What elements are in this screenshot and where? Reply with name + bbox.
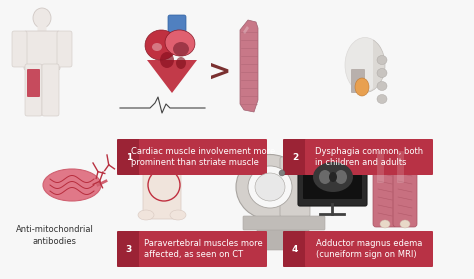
Ellipse shape <box>33 8 51 28</box>
FancyBboxPatch shape <box>343 34 373 90</box>
Text: Paravertebral muscles more
affected, as seen on CT: Paravertebral muscles more affected, as … <box>144 239 263 259</box>
Ellipse shape <box>313 162 353 192</box>
Ellipse shape <box>335 170 347 184</box>
FancyBboxPatch shape <box>139 231 267 267</box>
Ellipse shape <box>377 81 387 90</box>
Text: Adductor magnus edema
(cuneiform sign on MRI): Adductor magnus edema (cuneiform sign on… <box>316 239 422 259</box>
Text: >: > <box>208 58 232 86</box>
Ellipse shape <box>165 30 195 56</box>
Text: Anti-mitochondrial
antibodies: Anti-mitochondrial antibodies <box>16 225 94 246</box>
FancyBboxPatch shape <box>257 228 309 250</box>
Ellipse shape <box>43 169 101 201</box>
Text: Dysphagia common, both
in children and adults: Dysphagia common, both in children and a… <box>315 147 423 167</box>
FancyBboxPatch shape <box>305 231 433 267</box>
Ellipse shape <box>400 220 410 228</box>
Ellipse shape <box>329 172 337 182</box>
Text: 4: 4 <box>292 244 298 254</box>
FancyBboxPatch shape <box>377 151 384 183</box>
FancyBboxPatch shape <box>298 150 367 206</box>
FancyBboxPatch shape <box>25 64 42 116</box>
Ellipse shape <box>170 210 186 220</box>
FancyBboxPatch shape <box>393 141 417 227</box>
Ellipse shape <box>377 95 387 104</box>
FancyBboxPatch shape <box>57 31 72 67</box>
Ellipse shape <box>248 166 292 208</box>
FancyBboxPatch shape <box>397 151 404 183</box>
Ellipse shape <box>138 210 154 220</box>
FancyBboxPatch shape <box>168 15 186 39</box>
Ellipse shape <box>345 37 385 93</box>
FancyBboxPatch shape <box>24 31 60 70</box>
Ellipse shape <box>145 30 177 60</box>
FancyBboxPatch shape <box>143 145 181 219</box>
Text: 3: 3 <box>126 244 132 254</box>
Ellipse shape <box>160 52 174 68</box>
Text: Cardiac muscle involvement more
prominent than striate muscle: Cardiac muscle involvement more prominen… <box>131 147 275 167</box>
FancyBboxPatch shape <box>117 139 141 175</box>
Polygon shape <box>147 60 197 93</box>
Ellipse shape <box>377 69 387 78</box>
Ellipse shape <box>176 57 186 69</box>
FancyBboxPatch shape <box>283 139 307 175</box>
Polygon shape <box>243 26 249 34</box>
Ellipse shape <box>152 43 162 51</box>
Ellipse shape <box>255 173 285 201</box>
Circle shape <box>279 170 285 176</box>
FancyBboxPatch shape <box>373 141 397 227</box>
Ellipse shape <box>319 170 331 184</box>
Ellipse shape <box>380 220 390 228</box>
FancyBboxPatch shape <box>117 231 141 267</box>
FancyBboxPatch shape <box>283 231 307 267</box>
Ellipse shape <box>173 42 189 56</box>
FancyBboxPatch shape <box>303 155 362 199</box>
FancyBboxPatch shape <box>27 69 40 97</box>
Ellipse shape <box>377 56 387 64</box>
FancyBboxPatch shape <box>12 31 27 67</box>
FancyBboxPatch shape <box>280 157 310 217</box>
FancyBboxPatch shape <box>139 139 267 175</box>
FancyBboxPatch shape <box>243 216 325 230</box>
Ellipse shape <box>355 78 369 96</box>
FancyBboxPatch shape <box>42 64 59 116</box>
Text: 2: 2 <box>292 153 298 162</box>
Text: 1: 1 <box>126 153 132 162</box>
FancyBboxPatch shape <box>351 69 365 93</box>
FancyBboxPatch shape <box>305 139 433 175</box>
Ellipse shape <box>236 155 304 220</box>
FancyBboxPatch shape <box>37 25 46 35</box>
Polygon shape <box>240 20 258 112</box>
